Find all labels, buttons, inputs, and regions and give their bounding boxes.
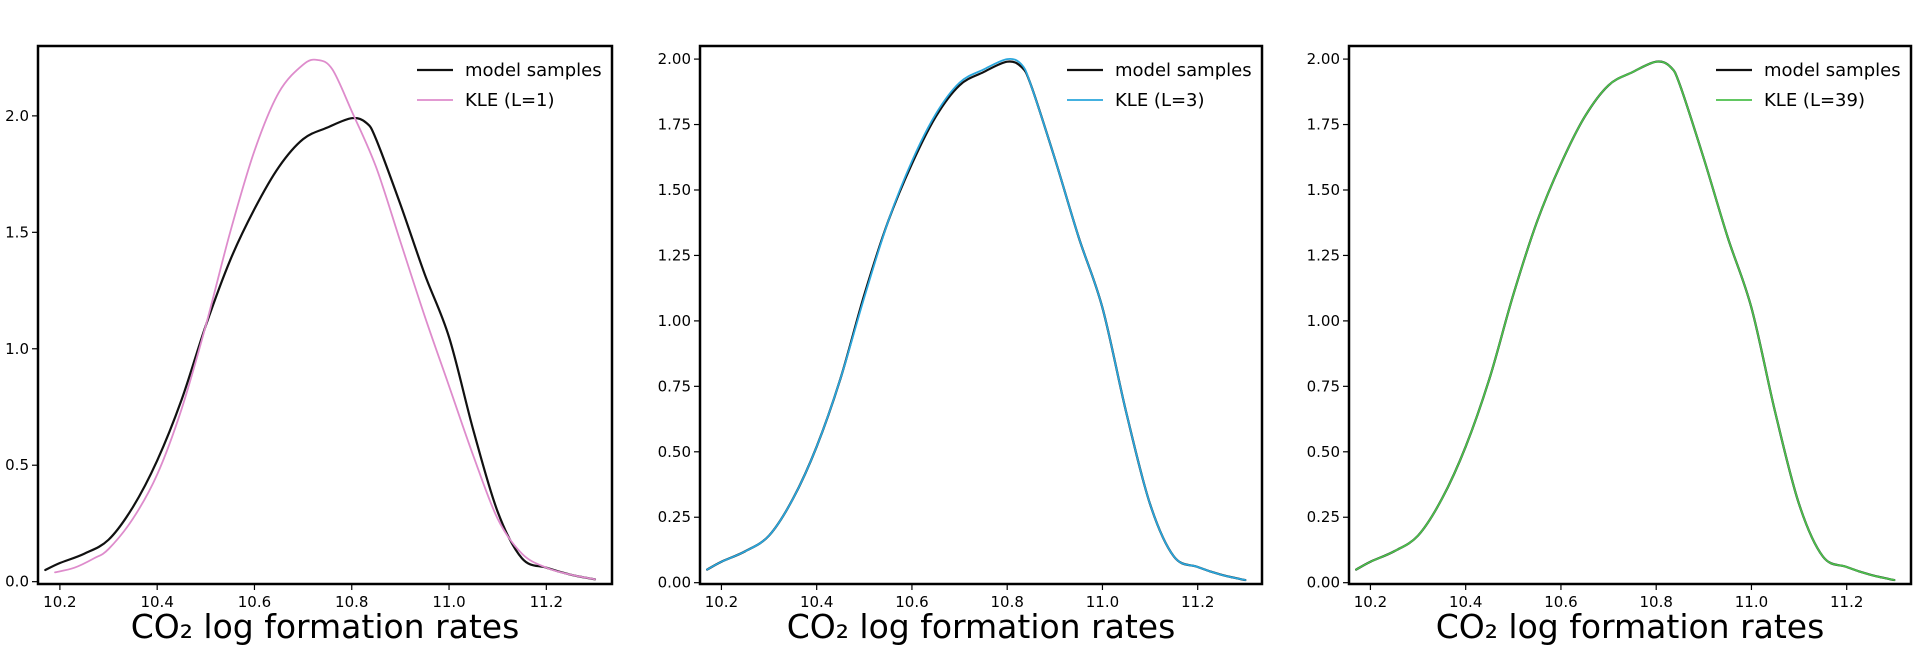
- axes-frame: [36, 44, 614, 586]
- series-line-kle: [1355, 60, 1896, 581]
- x-tick-label: 10.4: [140, 593, 173, 611]
- legend-label: KLE (L=1): [465, 90, 555, 111]
- x-axis-label: CO₂ log formation rates: [787, 607, 1176, 646]
- series-line-model-samples: [44, 116, 597, 581]
- y-tick-label: 0.5: [5, 456, 29, 474]
- y-tick-label: 0.25: [1307, 508, 1340, 526]
- x-tick-label: 10.8: [990, 593, 1023, 611]
- axes-frame: [698, 44, 1264, 586]
- y-tick-label: 0.00: [658, 574, 691, 592]
- x-tick-label: 11.2: [1830, 593, 1863, 611]
- y-tick-label: 1.00: [1307, 312, 1340, 330]
- x-tick-label: 11.0: [432, 593, 465, 611]
- subplot-1: 10.2 10.4 10.6 10.8 11.0 11.2 0.0 0.5 1.0 1.5 2.0 C…: [5, 44, 614, 646]
- x-tick-label: 10.6: [895, 593, 928, 611]
- legend: model samples KLE (L=3): [1067, 60, 1252, 111]
- subplot-3: 10.2 10.4 10.6 10.8 11.0 11.2 0.00 0.25 0.50 0.75…: [1307, 44, 1913, 646]
- y-tick-label: 0.0: [5, 573, 29, 591]
- x-tick-label: 10.6: [238, 593, 271, 611]
- y-tick-label: 2.00: [1307, 50, 1340, 68]
- y-tick-label: 0.75: [1307, 377, 1340, 395]
- x-tick-label: 10.4: [1449, 593, 1482, 611]
- y-tick-label: 0.50: [1307, 443, 1340, 461]
- legend-label: model samples: [1764, 60, 1901, 81]
- x-tick-label: 11.0: [1735, 593, 1768, 611]
- x-tick-label: 10.2: [705, 593, 738, 611]
- y-tick-label: 1.00: [658, 312, 691, 330]
- x-tick-label: 10.6: [1544, 593, 1577, 611]
- legend: model samples KLE (L=1): [417, 60, 602, 111]
- axes-frame: [1347, 44, 1913, 586]
- x-axis-label: CO₂ log formation rates: [1436, 607, 1825, 646]
- y-tick-label: 1.25: [658, 246, 691, 264]
- legend-label: model samples: [1115, 60, 1252, 81]
- legend-label: KLE (L=3): [1115, 90, 1205, 111]
- y-tick-label: 0.25: [658, 508, 691, 526]
- x-tick-label: 11.0: [1086, 593, 1119, 611]
- y-tick-label: 2.00: [658, 50, 691, 68]
- x-tick-label: 10.2: [1354, 593, 1387, 611]
- subplot-2: 10.2 10.4 10.6 10.8 11.0 11.2 0.00 0.25 0.50 0.75…: [658, 44, 1264, 646]
- series-line-model-samples: [706, 60, 1247, 582]
- x-axis-label: CO₂ log formation rates: [131, 607, 520, 646]
- y-tick-label: 1.50: [658, 181, 691, 199]
- x-tick-label: 10.8: [335, 593, 368, 611]
- y-tick-label: 0.50: [658, 443, 691, 461]
- legend-label: model samples: [465, 60, 602, 81]
- series-line-model-samples: [1355, 60, 1896, 582]
- legend: model samples KLE (L=39): [1716, 60, 1901, 111]
- y-tick-label: 1.5: [5, 223, 29, 241]
- x-tick-label: 10.2: [43, 593, 76, 611]
- y-tick-label: 0.75: [658, 377, 691, 395]
- x-tick-label: 10.4: [800, 593, 833, 611]
- x-tick-label: 11.2: [1181, 593, 1214, 611]
- y-tick-label: 0.00: [1307, 574, 1340, 592]
- series-line-kle: [54, 58, 596, 581]
- y-tick-label: 2.0: [5, 107, 29, 125]
- y-tick-label: 1.75: [1307, 116, 1340, 134]
- y-tick-label: 1.75: [658, 116, 691, 134]
- legend-label: KLE (L=39): [1764, 90, 1865, 111]
- y-tick-label: 1.25: [1307, 246, 1340, 264]
- series-line-kle: [706, 57, 1247, 581]
- x-tick-label: 10.8: [1639, 593, 1672, 611]
- y-tick-label: 1.0: [5, 340, 29, 358]
- y-tick-label: 1.50: [1307, 181, 1340, 199]
- x-tick-label: 11.2: [530, 593, 563, 611]
